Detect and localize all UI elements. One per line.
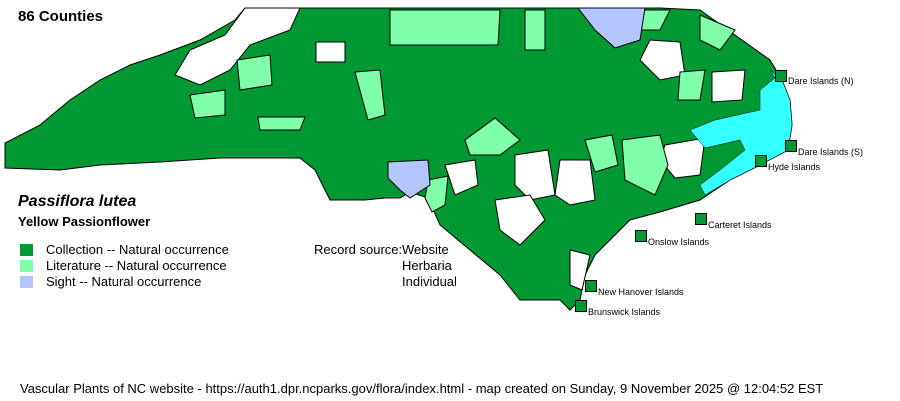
legend-label: Sight -- Natural occurrence xyxy=(46,274,202,289)
literature-counties xyxy=(189,9,736,213)
legend-swatch xyxy=(20,275,33,288)
legend-label: Collection -- Natural occurrence xyxy=(46,242,229,257)
island-marker xyxy=(575,300,587,312)
sight-counties xyxy=(387,7,646,199)
island-label: Hyde Islands xyxy=(768,162,821,172)
island-marker xyxy=(585,280,597,292)
record-source-individual: Individual xyxy=(402,274,457,289)
scientific-name: Passiflora lutea xyxy=(18,193,137,210)
island-label: Dare Islands (N) xyxy=(788,76,854,86)
record-source-herbaria: Herbaria xyxy=(402,258,452,273)
island-marker xyxy=(635,230,647,242)
island-marker xyxy=(785,140,797,152)
legend-item-literature: Literature -- Natural occurrence xyxy=(20,258,227,273)
island-marker xyxy=(755,155,767,167)
record-source-website: Website xyxy=(402,242,449,257)
common-name: Yellow Passionflower xyxy=(18,214,151,229)
legend-item-sight: Sight -- Natural occurrence xyxy=(20,274,201,289)
county-count: 86 Counties xyxy=(18,8,104,25)
legend-swatch xyxy=(20,259,33,272)
island-label: New Hanover Islands xyxy=(598,287,684,297)
island-marker xyxy=(775,70,787,82)
island-marker xyxy=(695,213,707,225)
legend-swatch xyxy=(20,243,33,256)
island-label: Onslow Islands xyxy=(648,237,710,247)
pamlico-sound-water xyxy=(689,69,793,196)
island-label: Dare Islands (S) xyxy=(798,147,864,157)
footer-credit: Vascular Plants of NC website - https://… xyxy=(20,381,824,396)
island-label: Brunswick Islands xyxy=(588,307,661,317)
legend-item-collection: Collection -- Natural occurrence xyxy=(20,242,229,257)
legend-label: Literature -- Natural occurrence xyxy=(46,258,227,273)
island-label: Carteret Islands xyxy=(708,220,772,230)
no-record-counties xyxy=(174,7,746,291)
record-source-label: Record source: xyxy=(314,242,403,257)
